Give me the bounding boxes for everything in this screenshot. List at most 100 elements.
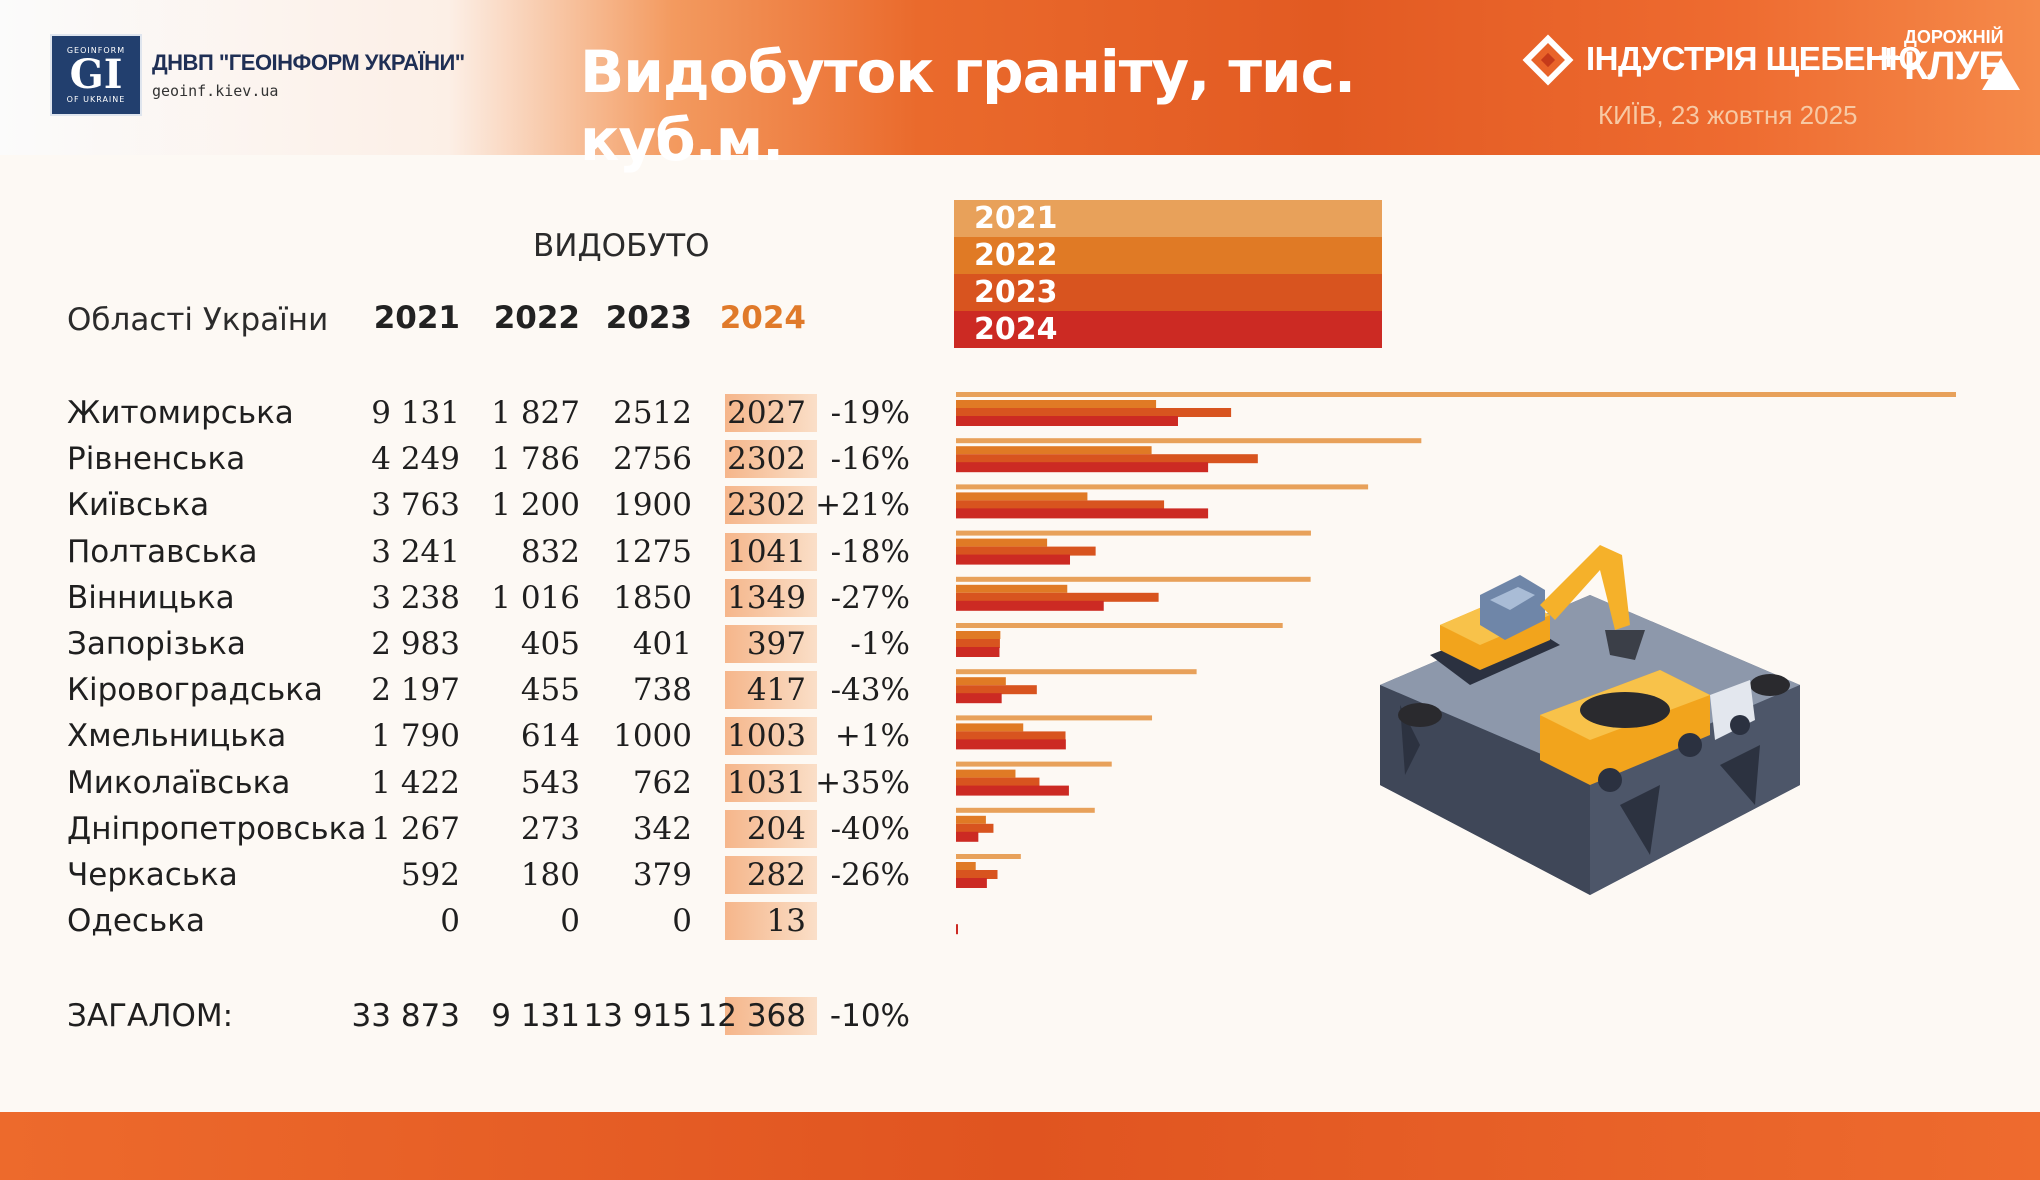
change-percent: -10% [829,998,910,1034]
change-percent: +1% [834,718,910,755]
value-2022: 9 131 [491,998,580,1034]
bar-2021-5 [956,623,1283,628]
bar-2021-2 [956,484,1369,490]
bar-2021-4 [956,576,1311,582]
table-row: Запорізька 2 983 405 401 397 -1% [0,621,960,667]
bar-2022-8 [956,769,1016,778]
highlight-2024 [725,625,817,663]
change-percent: +35% [815,764,910,801]
club-line1: ДОРОЖНІЙ [1904,27,2004,47]
change-percent: -19% [830,395,910,431]
bar-2024-2 [956,508,1209,519]
bar-2022-7 [956,723,1024,732]
event-plus: + [1876,40,1902,75]
highlight-2024 [725,440,817,479]
footer-band [0,1112,2040,1180]
region-name: Черкаська [67,857,238,893]
value-2023: 1000 [613,718,692,755]
value-2023: 379 [632,857,692,893]
value-2021: 4 249 [371,441,460,478]
region-name: Хмельницька [67,718,287,755]
bar-2023-9 [956,823,994,833]
bar-2024-4 [956,600,1104,611]
value-2023: 1850 [613,579,692,616]
legend-item-2024: 2024 [954,311,1382,348]
value-2022: 1 016 [491,579,580,616]
logo-bottom-text: OF UKRAINE [66,95,126,104]
value-2023: 401 [632,626,692,662]
bar-2021-6 [956,669,1197,675]
event-logo: ІНДУСТРІЯ ЩЕБЕНЮ + ДОРОЖНІЙ КЛУБ КИЇВ, 2… [1522,27,2028,138]
highlight-2024 [725,578,817,617]
table-row: Вінницька 3 238 1 016 1850 1349 -27% [0,575,960,621]
road-club-logo: ДОРОЖНІЙ КЛУБ [1904,27,2020,90]
change-percent: -27% [830,579,910,616]
bar-2023-8 [956,777,1040,787]
bar-2024-3 [956,554,1071,565]
bar-2021-3 [956,530,1311,536]
bar-2021-1 [956,438,1422,444]
header-banner: GEOINFORM GI OF UKRAINE ДНВП "ГЕОІНФОРМ … [0,0,2040,174]
page-title: Видобуток граніту, тис. куб.м. [580,38,1356,174]
bar-2022-10 [956,862,976,870]
bar-2024-8 [956,785,1069,796]
region-name: Миколаївська [67,764,291,801]
region-name: Київська [67,487,210,524]
bar-2021-0 [956,392,1956,397]
bar-2022-3 [956,538,1048,547]
value-2024: 1031 [727,764,806,801]
change-percent: -16% [830,441,910,478]
bar-2022-9 [956,815,986,824]
value-2023: 342 [632,810,692,847]
value-2022: 273 [520,810,580,847]
total-row: ЗАГАЛОМ: 33 873 9 131 13 915 12 368 -10% [0,993,960,1039]
warning-sign-icon [1982,58,2020,90]
highlight-2024 [725,486,817,525]
value-2021: 3 241 [371,533,460,570]
value-2024: 204 [746,810,806,847]
value-2021: 3 238 [371,579,460,616]
legend-item-2022: 2022 [954,237,1382,274]
bar-2024-10 [956,878,987,888]
region-name: Дніпропетровська [67,810,367,847]
value-2022: 1 786 [491,441,580,478]
year-header-2023: 2023 [605,300,692,336]
value-2024: 2302 [727,487,806,524]
bar-2022-2 [956,492,1088,501]
event-name: ІНДУСТРІЯ ЩЕБЕНЮ [1586,40,1922,77]
bar-2021-9 [956,807,1095,813]
table-caption: ВИДОБУТО [533,228,710,264]
value-2023: 762 [632,764,692,801]
value-2021: 3 763 [371,487,460,524]
change-percent: -40% [830,810,910,847]
table-row: Одеська 0 0 0 13 [0,898,960,944]
bar-2022-1 [956,446,1152,455]
value-2022: 0 [560,903,580,940]
table-row: Житомирська 9 131 1 827 2512 2027 -19% [0,390,960,436]
table-row: Кіровоградська 2 197 455 738 417 -43% [0,667,960,713]
bar-2023-1 [956,454,1258,464]
bar-2021-8 [956,761,1112,767]
value-2024: 282 [746,857,806,893]
highlight-2024 [725,997,817,1035]
quarry-excavator-illustration [1380,545,1800,895]
value-2023: 2756 [613,441,692,478]
bar-2023-0 [956,408,1232,417]
highlight-2024 [725,717,817,756]
highlight-2024 [725,809,817,848]
highlight-2024 [725,671,817,710]
bar-2024-9 [956,831,979,842]
value-2024: 13 [766,903,806,940]
total-label: ЗАГАЛОМ: [67,998,234,1034]
value-2022: 455 [520,672,580,709]
value-2024: 2027 [727,395,806,431]
bar-2021-10 [956,854,1021,859]
value-2022: 1 200 [491,487,580,524]
bar-2023-7 [956,731,1066,741]
year-header-2021: 2021 [373,300,460,336]
table-row: Черкаська 592 180 379 282 -26% [0,852,960,898]
bar-2024-5 [956,647,1000,657]
value-2021: 1 267 [371,810,460,847]
value-2024: 1349 [727,579,806,616]
